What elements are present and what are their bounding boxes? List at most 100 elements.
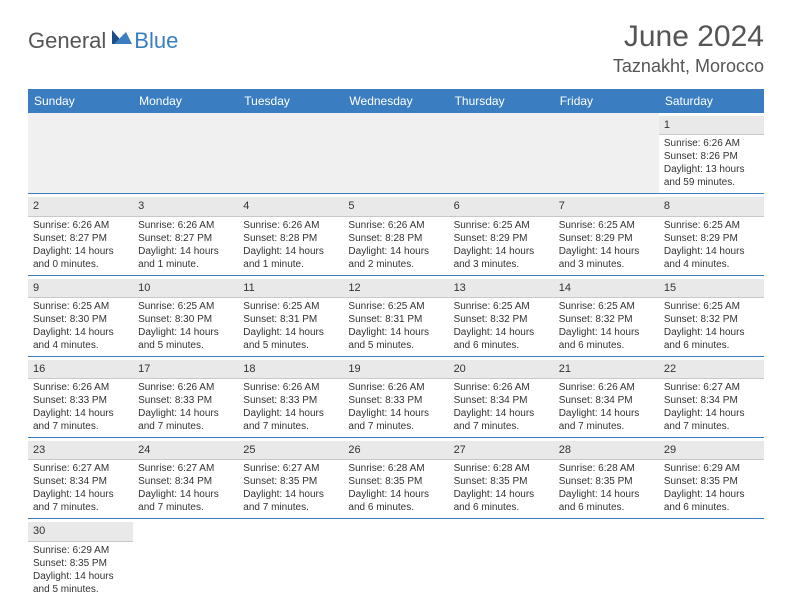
daylight-text: Daylight: 14 hours and 3 minutes. [559, 245, 654, 271]
daylight-text: Daylight: 14 hours and 1 minute. [243, 245, 338, 271]
daylight-text: Daylight: 14 hours and 6 minutes. [454, 488, 549, 514]
calendar-day-cell: 24 Sunrise: 6:27 AMSunset: 8:34 PMDayligh… [133, 438, 238, 519]
calendar-empty-cell [449, 519, 554, 600]
daylight-text: Daylight: 14 hours and 6 minutes. [664, 326, 759, 352]
sunrise-text: Sunrise: 6:25 AM [664, 219, 759, 232]
day-number: 13 [449, 279, 554, 298]
calendar-day-cell: 11Sunrise: 6:25 AMSunset: 8:31 PMDayligh… [238, 275, 343, 356]
day-number: 21 [554, 360, 659, 379]
sunrise-text: Sunrise: 6:27 AM [243, 462, 338, 475]
weekday-header: Tuesday [238, 89, 343, 113]
day-number: 27 [449, 441, 554, 460]
calendar-table: SundayMondayTuesdayWednesdayThursdayFrid… [28, 89, 764, 600]
sunset-text: Sunset: 8:32 PM [664, 313, 759, 326]
day-number: 9 [28, 279, 133, 298]
sunrise-text: Sunrise: 6:25 AM [33, 300, 128, 313]
calendar-empty-cell [343, 113, 448, 194]
daylight-text: Daylight: 14 hours and 7 minutes. [348, 407, 443, 433]
sunrise-text: Sunrise: 6:26 AM [454, 381, 549, 394]
weekday-header: Saturday [659, 89, 764, 113]
calendar-day-cell: 4Sunrise: 6:26 AMSunset: 8:28 PMDaylight… [238, 194, 343, 275]
calendar-day-cell: 22 Sunrise: 6:27 AMSunset: 8:34 PMDayligh… [659, 356, 764, 437]
calendar-day-cell: 12Sunrise: 6:25 AMSunset: 8:31 PMDayligh… [343, 275, 448, 356]
day-number: 20 [449, 360, 554, 379]
calendar-day-cell: 20Sunrise: 6:26 AMSunset: 8:34 PMDayligh… [449, 356, 554, 437]
day-number: 3 [133, 197, 238, 216]
calendar-day-cell: 10 Sunrise: 6:25 AMSunset: 8:30 PMDayligh… [133, 275, 238, 356]
day-number: 19 [343, 360, 448, 379]
calendar-empty-cell [133, 519, 238, 600]
sunset-text: Sunset: 8:32 PM [454, 313, 549, 326]
sunset-text: Sunset: 8:30 PM [138, 313, 233, 326]
calendar-empty-cell [238, 113, 343, 194]
day-number: 6 [449, 197, 554, 216]
calendar-week-row: 2Sunrise: 6:26 AMSunset: 8:27 PMDaylight… [28, 194, 764, 275]
day-number: 22 [659, 360, 764, 379]
sunrise-text: Sunrise: 6:25 AM [348, 300, 443, 313]
sunrise-text: Sunrise: 6:25 AM [243, 300, 338, 313]
daylight-text: Daylight: 14 hours and 7 minutes. [664, 407, 759, 433]
sunset-text: Sunset: 8:35 PM [454, 475, 549, 488]
calendar-empty-cell [449, 113, 554, 194]
daylight-text: Daylight: 14 hours and 4 minutes. [664, 245, 759, 271]
calendar-day-cell: 18Sunrise: 6:26 AMSunset: 8:33 PMDayligh… [238, 356, 343, 437]
sunrise-text: Sunrise: 6:25 AM [664, 300, 759, 313]
calendar-day-cell: 27Sunrise: 6:28 AMSunset: 8:35 PMDayligh… [449, 438, 554, 519]
day-number: 12 [343, 279, 448, 298]
logo-text-general: General [28, 28, 106, 54]
calendar-day-cell: 14Sunrise: 6:25 AMSunset: 8:32 PMDayligh… [554, 275, 659, 356]
daylight-text: Daylight: 14 hours and 0 minutes. [33, 245, 128, 271]
daylight-text: Daylight: 14 hours and 6 minutes. [559, 326, 654, 352]
day-number: 8 [659, 197, 764, 216]
day-number: 26 [343, 441, 448, 460]
calendar-week-row: 30Sunrise: 6:29 AMSunset: 8:35 PMDayligh… [28, 519, 764, 600]
daylight-text: Daylight: 14 hours and 5 minutes. [33, 570, 128, 596]
sunset-text: Sunset: 8:34 PM [138, 475, 233, 488]
sunset-text: Sunset: 8:27 PM [138, 232, 233, 245]
calendar-week-row: 23Sunrise: 6:27 AMSunset: 8:34 PMDayligh… [28, 438, 764, 519]
logo-sail-icon [110, 28, 134, 51]
calendar-day-cell: 28Sunrise: 6:28 AMSunset: 8:35 PMDayligh… [554, 438, 659, 519]
calendar-day-cell: 25Sunrise: 6:27 AMSunset: 8:35 PMDayligh… [238, 438, 343, 519]
location-subtitle: Taznakht, Morocco [613, 56, 764, 77]
sunrise-text: Sunrise: 6:26 AM [348, 381, 443, 394]
weekday-header: Monday [133, 89, 238, 113]
calendar-empty-cell [28, 113, 133, 194]
sunrise-text: Sunrise: 6:25 AM [138, 300, 233, 313]
calendar-empty-cell [554, 519, 659, 600]
day-number: 30 [28, 522, 133, 541]
sunset-text: Sunset: 8:26 PM [664, 150, 759, 163]
calendar-day-cell: 6Sunrise: 6:25 AMSunset: 8:29 PMDaylight… [449, 194, 554, 275]
sunrise-text: Sunrise: 6:27 AM [138, 462, 233, 475]
sunrise-text: Sunrise: 6:26 AM [138, 381, 233, 394]
sunset-text: Sunset: 8:35 PM [664, 475, 759, 488]
sunset-text: Sunset: 8:34 PM [454, 394, 549, 407]
daylight-text: Daylight: 14 hours and 7 minutes. [138, 488, 233, 514]
calendar-day-cell: 13Sunrise: 6:25 AMSunset: 8:32 PMDayligh… [449, 275, 554, 356]
day-number: 24 [133, 441, 238, 460]
daylight-text: Daylight: 14 hours and 5 minutes. [138, 326, 233, 352]
day-number: 10 [133, 279, 238, 298]
daylight-text: Daylight: 14 hours and 3 minutes. [454, 245, 549, 271]
sunset-text: Sunset: 8:33 PM [33, 394, 128, 407]
sunset-text: Sunset: 8:28 PM [243, 232, 338, 245]
sunrise-text: Sunrise: 6:27 AM [664, 381, 759, 394]
daylight-text: Daylight: 14 hours and 6 minutes. [348, 488, 443, 514]
calendar-day-cell: 2Sunrise: 6:26 AMSunset: 8:27 PMDaylight… [28, 194, 133, 275]
day-number: 17 [133, 360, 238, 379]
sunset-text: Sunset: 8:28 PM [348, 232, 443, 245]
sunset-text: Sunset: 8:29 PM [454, 232, 549, 245]
day-number: 14 [554, 279, 659, 298]
sunrise-text: Sunrise: 6:26 AM [348, 219, 443, 232]
sunset-text: Sunset: 8:33 PM [348, 394, 443, 407]
daylight-text: Daylight: 14 hours and 5 minutes. [243, 326, 338, 352]
day-number: 4 [238, 197, 343, 216]
sunrise-text: Sunrise: 6:25 AM [454, 300, 549, 313]
sunset-text: Sunset: 8:35 PM [33, 557, 128, 570]
calendar-day-cell: 19 Sunrise: 6:26 AMSunset: 8:33 PMDayligh… [343, 356, 448, 437]
calendar-empty-cell [659, 519, 764, 600]
sunrise-text: Sunrise: 6:28 AM [348, 462, 443, 475]
sunrise-text: Sunrise: 6:27 AM [33, 462, 128, 475]
sunset-text: Sunset: 8:34 PM [664, 394, 759, 407]
calendar-day-cell: 1Sunrise: 6:26 AMSunset: 8:26 PMDaylight… [659, 113, 764, 194]
